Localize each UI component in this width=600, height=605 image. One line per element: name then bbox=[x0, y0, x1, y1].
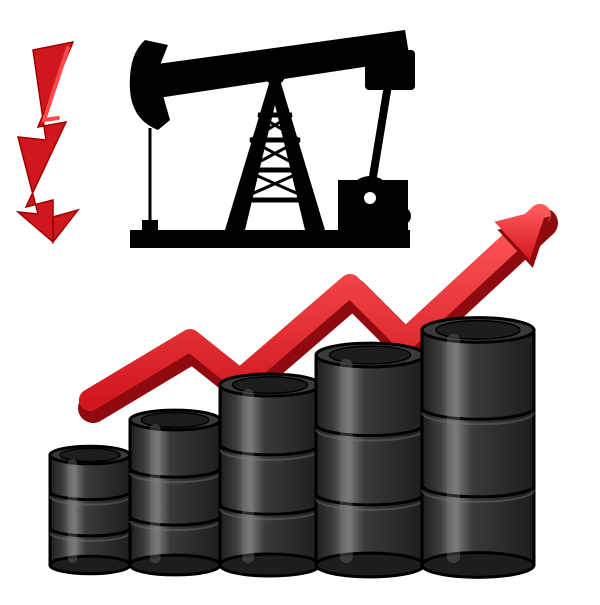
oil-barrel bbox=[130, 410, 220, 575]
oil-barrel bbox=[316, 343, 424, 577]
oil-infographic bbox=[0, 0, 600, 600]
oil-barrel bbox=[220, 374, 320, 576]
infographic-svg bbox=[0, 0, 600, 600]
oil-barrel bbox=[50, 446, 130, 574]
oil-barrel bbox=[422, 318, 534, 578]
